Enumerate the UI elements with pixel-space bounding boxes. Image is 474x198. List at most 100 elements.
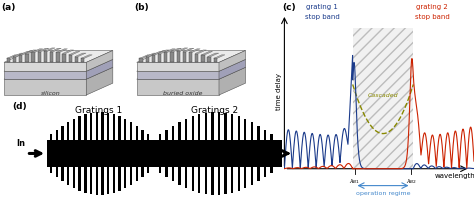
Polygon shape bbox=[86, 59, 113, 79]
Bar bbox=[130, 167, 132, 185]
Polygon shape bbox=[75, 53, 86, 57]
Polygon shape bbox=[25, 53, 28, 62]
Bar bbox=[118, 116, 121, 140]
Bar bbox=[191, 116, 194, 140]
Text: Cascaded: Cascaded bbox=[368, 93, 398, 98]
Polygon shape bbox=[4, 79, 86, 95]
Polygon shape bbox=[4, 50, 113, 62]
Bar bbox=[67, 167, 69, 185]
Polygon shape bbox=[4, 67, 113, 79]
Bar bbox=[90, 167, 92, 194]
Bar bbox=[73, 119, 75, 140]
Text: wavelength: wavelength bbox=[435, 173, 474, 179]
Bar bbox=[251, 167, 253, 185]
Bar bbox=[198, 167, 201, 193]
Polygon shape bbox=[63, 53, 66, 62]
Bar bbox=[55, 167, 58, 177]
Bar bbox=[237, 116, 240, 140]
Polygon shape bbox=[176, 51, 180, 62]
Polygon shape bbox=[81, 58, 84, 62]
Bar bbox=[113, 114, 115, 140]
Bar bbox=[61, 167, 64, 181]
Bar bbox=[178, 167, 181, 185]
Polygon shape bbox=[170, 48, 182, 52]
Polygon shape bbox=[208, 53, 219, 57]
Polygon shape bbox=[214, 55, 225, 58]
Polygon shape bbox=[158, 53, 161, 62]
Bar bbox=[101, 112, 104, 140]
Polygon shape bbox=[189, 49, 200, 52]
Bar bbox=[159, 134, 161, 140]
Polygon shape bbox=[164, 49, 175, 52]
Bar bbox=[198, 114, 201, 140]
Bar bbox=[136, 167, 138, 181]
Polygon shape bbox=[158, 50, 169, 53]
Bar bbox=[136, 126, 138, 140]
Bar bbox=[264, 130, 266, 140]
Polygon shape bbox=[4, 62, 86, 71]
Bar bbox=[270, 167, 273, 173]
Polygon shape bbox=[69, 51, 80, 55]
Text: (c): (c) bbox=[283, 3, 296, 12]
Polygon shape bbox=[139, 55, 151, 58]
Bar bbox=[90, 113, 92, 140]
Bar bbox=[118, 167, 121, 191]
Polygon shape bbox=[31, 52, 35, 62]
Text: $\lambda_{B1}$: $\lambda_{B1}$ bbox=[349, 177, 360, 186]
Text: stop band: stop band bbox=[305, 14, 340, 20]
Text: operation regime: operation regime bbox=[356, 191, 410, 196]
Polygon shape bbox=[208, 57, 211, 62]
Bar bbox=[211, 112, 214, 140]
Bar bbox=[55, 130, 58, 140]
Polygon shape bbox=[219, 59, 246, 79]
Bar bbox=[185, 167, 187, 188]
Polygon shape bbox=[139, 58, 143, 62]
Polygon shape bbox=[50, 48, 61, 52]
Polygon shape bbox=[13, 53, 24, 57]
Text: buried oxide: buried oxide bbox=[164, 91, 203, 96]
Bar bbox=[165, 167, 168, 177]
Polygon shape bbox=[137, 67, 246, 79]
Text: (b): (b) bbox=[134, 3, 149, 12]
Bar bbox=[61, 126, 64, 140]
Bar bbox=[224, 113, 227, 140]
Polygon shape bbox=[31, 49, 43, 52]
Bar bbox=[124, 119, 127, 140]
Polygon shape bbox=[146, 57, 149, 62]
Polygon shape bbox=[176, 48, 188, 51]
Bar bbox=[107, 113, 109, 140]
Bar bbox=[147, 167, 149, 173]
Text: stop band: stop band bbox=[415, 14, 450, 20]
Polygon shape bbox=[137, 79, 219, 95]
Bar bbox=[218, 167, 220, 195]
Polygon shape bbox=[195, 53, 199, 62]
Text: $\lambda_{B2}$: $\lambda_{B2}$ bbox=[406, 177, 417, 186]
Polygon shape bbox=[189, 52, 192, 62]
Polygon shape bbox=[152, 51, 163, 55]
Polygon shape bbox=[137, 71, 219, 79]
Polygon shape bbox=[37, 48, 49, 52]
Polygon shape bbox=[44, 51, 47, 62]
Polygon shape bbox=[13, 57, 16, 62]
Bar bbox=[172, 167, 174, 181]
Bar bbox=[231, 114, 233, 140]
Polygon shape bbox=[19, 51, 30, 55]
Bar bbox=[67, 122, 69, 140]
Bar bbox=[178, 122, 181, 140]
Polygon shape bbox=[63, 50, 73, 53]
Bar bbox=[113, 167, 115, 193]
Bar bbox=[50, 167, 52, 173]
Bar bbox=[211, 167, 214, 195]
Bar bbox=[141, 167, 144, 177]
Bar bbox=[147, 134, 149, 140]
Bar bbox=[264, 167, 266, 177]
Bar bbox=[191, 167, 194, 191]
Bar bbox=[185, 119, 187, 140]
Text: silicon: silicon bbox=[41, 91, 60, 96]
Polygon shape bbox=[69, 55, 72, 62]
Polygon shape bbox=[56, 52, 60, 62]
Bar bbox=[218, 112, 220, 140]
Polygon shape bbox=[146, 53, 157, 57]
Polygon shape bbox=[164, 52, 167, 62]
Bar bbox=[79, 167, 81, 191]
